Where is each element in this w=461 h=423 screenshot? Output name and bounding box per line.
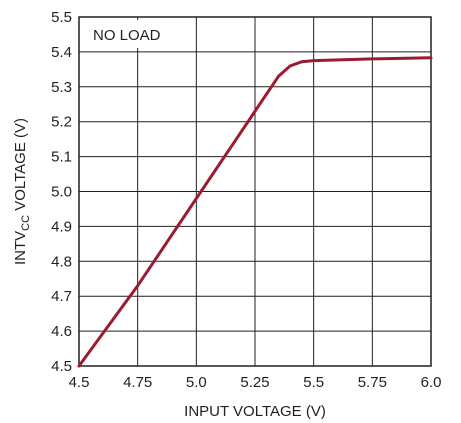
- y-tick-label: 4.8: [51, 253, 72, 270]
- y-axis-title: INTVCC VOLTAGE (V): [12, 118, 32, 265]
- x-tick-label: 6.0: [421, 374, 442, 391]
- y-tick-label: 4.7: [51, 288, 72, 305]
- x-tick-label: 5.75: [358, 374, 387, 391]
- plot-frame: [78, 16, 432, 367]
- y-tick-label: 4.5: [51, 358, 72, 375]
- annotation-background: [82, 20, 172, 48]
- x-tick-label: 4.5: [69, 374, 90, 391]
- grid: [78, 16, 432, 367]
- x-tick-label: 5.25: [240, 374, 269, 391]
- x-axis-title: INPUT VOLTAGE (V): [184, 403, 326, 420]
- x-tick-labels: 4.5 4.75 5.0 5.25 5.5 5.75 6.0: [69, 374, 442, 391]
- y-tick-label: 5.1: [51, 149, 72, 166]
- y-tick-label: 5.4: [51, 44, 72, 61]
- annotation-label: NO LOAD: [93, 27, 161, 44]
- y-tick-label: 5.2: [51, 114, 72, 131]
- y-tick-label: 4.9: [51, 218, 72, 235]
- y-axis-title-subscript: CC: [20, 215, 32, 231]
- y-tick-label: 5.5: [51, 9, 72, 26]
- y-axis-title-rest: VOLTAGE (V): [12, 118, 29, 215]
- x-tick-label: 5.0: [186, 374, 207, 391]
- y-tick-label: 5.0: [51, 184, 72, 201]
- y-tick-label: 5.3: [51, 79, 72, 96]
- x-tick-label: 5.5: [303, 374, 324, 391]
- y-tick-labels: 5.5 5.4 5.3 5.2 5.1 5.0 4.9 4.8 4.7 4.6 4.5: [51, 9, 72, 375]
- x-tick-label: 4.75: [123, 374, 152, 391]
- series-line: [77, 56, 433, 368]
- y-tick-label: 4.6: [51, 323, 72, 340]
- y-axis-title-main: INTV: [12, 231, 29, 265]
